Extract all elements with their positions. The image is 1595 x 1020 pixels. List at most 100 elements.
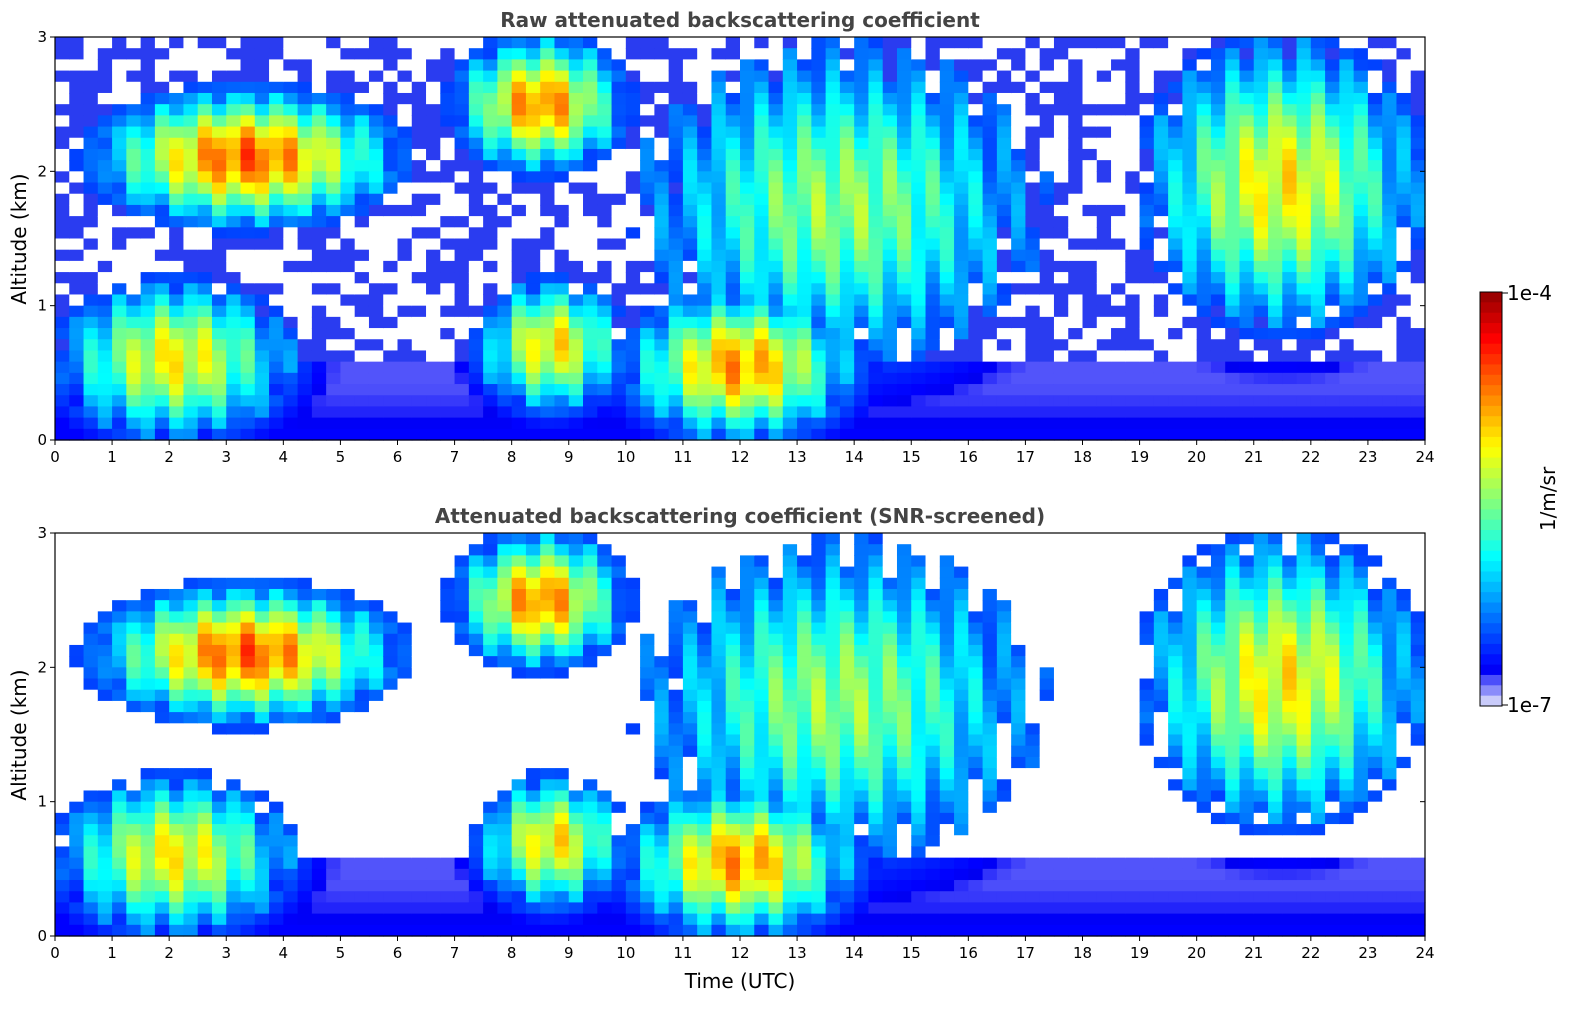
heatmap-cell <box>1396 350 1412 363</box>
heatmap-cell <box>197 622 213 635</box>
heatmap-cell <box>183 835 199 848</box>
heatmap-cell <box>968 182 984 195</box>
heatmap-cell <box>468 790 484 803</box>
heatmap-cell <box>540 913 556 926</box>
heatmap-cell <box>269 678 284 691</box>
heatmap-cell <box>1153 193 1169 206</box>
heatmap-cell <box>654 70 670 83</box>
heatmap-cell <box>340 104 356 116</box>
heatmap-cell <box>383 115 399 128</box>
heatmap-cell <box>169 339 185 352</box>
heatmap-cell <box>1068 126 1084 139</box>
heatmap-cell <box>811 126 827 139</box>
heatmap-cell <box>882 305 898 318</box>
heatmap-cell <box>1225 193 1241 206</box>
heatmap-cell <box>83 227 99 240</box>
heatmap-cell <box>497 555 513 568</box>
heatmap-cell <box>939 37 955 49</box>
heatmap-cell <box>554 846 570 859</box>
heatmap-cell <box>568 361 584 374</box>
heatmap-cell <box>1053 350 1069 363</box>
heatmap-cell <box>383 272 399 284</box>
heatmap-cell <box>169 104 185 116</box>
heatmap-cell <box>1096 361 1112 374</box>
heatmap-cell <box>982 384 998 396</box>
heatmap-cell <box>697 372 713 385</box>
heatmap-cell <box>568 555 584 568</box>
heatmap-cell <box>97 339 113 352</box>
heatmap-cell <box>1096 417 1112 430</box>
heatmap-cell <box>625 756 641 769</box>
heatmap-cell <box>1396 361 1412 374</box>
heatmap-cell <box>1353 339 1369 352</box>
heatmap-cell <box>497 756 513 769</box>
heatmap-cell <box>126 316 142 329</box>
heatmap-cell <box>754 294 770 307</box>
heatmap-cell <box>711 137 727 150</box>
heatmap-cell <box>554 350 570 363</box>
heatmap-cell <box>1096 193 1112 206</box>
heatmap-cell <box>611 801 627 814</box>
heatmap-cell <box>583 171 598 184</box>
heatmap-cell <box>754 171 770 184</box>
heatmap-cell <box>297 723 313 736</box>
heatmap-cell <box>411 148 427 161</box>
heatmap-cell <box>83 712 99 724</box>
heatmap-cell <box>411 723 427 736</box>
heatmap-cell <box>1025 260 1041 273</box>
heatmap-cell <box>568 339 584 352</box>
heatmap-cell <box>1268 92 1283 105</box>
heatmap-cell <box>1310 126 1326 139</box>
heatmap-cell <box>1053 193 1069 206</box>
heatmap-cell <box>1239 328 1255 340</box>
heatmap-cell <box>226 48 242 60</box>
heatmap-cell <box>383 544 399 556</box>
heatmap-cell <box>254 428 270 441</box>
heatmap-cell <box>140 611 156 624</box>
heatmap-cell <box>740 395 755 408</box>
heatmap-cell <box>1153 294 1169 307</box>
heatmap-cell <box>211 801 227 814</box>
heatmap-cell <box>540 171 556 184</box>
heatmap-cell <box>468 272 484 284</box>
heatmap-cell <box>1025 283 1041 296</box>
heatmap-cell <box>397 70 413 83</box>
heatmap-cell <box>240 428 256 441</box>
heatmap-cell <box>1410 115 1426 128</box>
heatmap-cell <box>797 305 812 318</box>
heatmap-cell <box>896 48 912 60</box>
heatmap-cell <box>83 566 99 579</box>
heatmap-cell <box>368 846 384 859</box>
heatmap-cell <box>668 272 684 284</box>
heatmap-cell <box>454 723 470 736</box>
heatmap-cell <box>112 70 127 83</box>
heatmap-cell <box>1053 216 1069 228</box>
heatmap-cell <box>925 81 941 94</box>
heatmap-cell <box>697 115 713 128</box>
heatmap-cell <box>440 723 456 736</box>
heatmap-cell <box>169 384 185 396</box>
heatmap-cell <box>383 59 399 72</box>
heatmap-cell <box>625 294 641 307</box>
heatmap-cell <box>554 902 570 915</box>
x-tick-label: 8 <box>507 448 517 466</box>
heatmap-cell <box>697 182 713 195</box>
heatmap-cell <box>197 577 213 590</box>
heatmap-cell <box>540 126 556 139</box>
heatmap-cell <box>511 283 527 296</box>
heatmap-cell <box>226 59 242 72</box>
heatmap-cell <box>297 700 313 713</box>
heatmap-cell <box>754 305 770 318</box>
heatmap-cell <box>882 204 898 217</box>
heatmap-cell <box>597 126 613 139</box>
heatmap-cell <box>554 857 570 870</box>
heatmap-cell <box>668 260 684 273</box>
heatmap-cell <box>97 790 113 803</box>
heatmap-cell <box>797 238 812 251</box>
heatmap-cell <box>426 204 441 217</box>
heatmap-cell <box>1396 283 1412 296</box>
heatmap-cell <box>1225 328 1241 340</box>
heatmap-cell <box>1082 406 1098 419</box>
heatmap-cell <box>340 611 356 624</box>
heatmap-cell <box>1196 238 1212 251</box>
